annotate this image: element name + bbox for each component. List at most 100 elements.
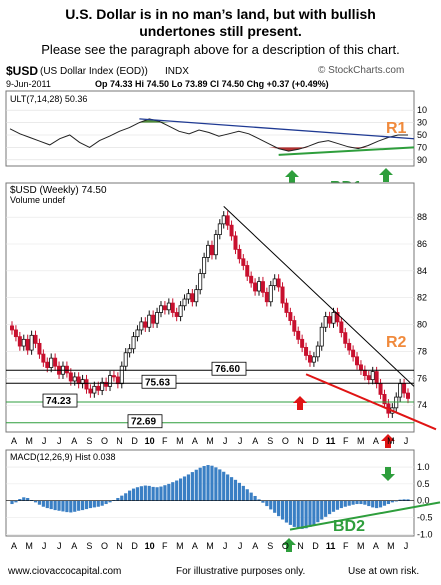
macd-hist-bar: [182, 476, 187, 501]
ult-tick-label: 30: [417, 118, 427, 128]
symbol-label: $USD: [6, 64, 39, 78]
macd-x-label: N: [116, 541, 123, 551]
price-candle: [304, 346, 309, 356]
macd-hist-bar: [280, 500, 285, 520]
macd-hist-bar: [253, 495, 257, 501]
chart-subtitle: Please see the paragraph above for a des…: [41, 42, 400, 57]
macd-x-label: A: [373, 541, 379, 551]
macd-hist-bar: [69, 500, 73, 513]
price-tick-label: 78: [417, 346, 427, 356]
macd-hist-bar: [277, 500, 281, 517]
price-candle: [178, 305, 183, 317]
macd-hist-bar: [116, 497, 120, 501]
macd-hist-bar: [202, 466, 206, 501]
stockcharts-brand: © StockCharts.com: [318, 65, 405, 76]
price-x-label: A: [373, 436, 379, 446]
price-candle: [100, 381, 105, 391]
macd-hist-bar: [359, 500, 363, 505]
macd-x-label: M: [387, 541, 395, 551]
macd-hist-bar: [363, 500, 367, 505]
price-candle: [347, 342, 352, 351]
price-candle: [343, 332, 348, 344]
price-candle: [323, 316, 328, 328]
price-candle: [111, 375, 116, 378]
macd-x-label: M: [206, 541, 214, 551]
macd-hist-bar: [269, 500, 273, 510]
price-candle: [276, 278, 281, 288]
macd-x-label: 11: [326, 541, 336, 551]
price-candle: [245, 265, 250, 277]
macd-hist-bar: [49, 500, 53, 510]
price-candle: [9, 325, 14, 331]
level-label-75-63-box: [141, 374, 177, 389]
price-candle: [21, 338, 26, 347]
macd-hist-bar: [80, 500, 85, 511]
price-candle: [319, 326, 324, 347]
price-x-label: S: [267, 436, 273, 446]
price-x-label: A: [252, 436, 258, 446]
price-x-label: S: [86, 436, 92, 446]
r1-label: R1: [386, 120, 407, 137]
price-candle: [53, 357, 58, 367]
price-candle: [213, 234, 218, 256]
macd-hist-bar: [355, 500, 359, 505]
price-candle: [233, 235, 238, 250]
price-candle: [202, 257, 207, 274]
price-candle: [272, 278, 277, 287]
price-candle: [327, 316, 332, 324]
price-x-label: O: [282, 436, 289, 446]
price-candle: [49, 357, 54, 368]
macd-hist-bar: [175, 480, 179, 501]
macd-hist-bar: [300, 500, 304, 529]
price-candle: [217, 223, 222, 236]
chart-title: U.S. Dollar is in no man’s land, but wit…: [0, 6, 441, 40]
price-candle: [355, 356, 360, 366]
price-candle: [170, 302, 175, 313]
macd-hist-bar: [273, 500, 277, 513]
macd-x-label: O: [282, 541, 289, 551]
macd-hist-bar: [53, 500, 57, 511]
macd-hist-bar: [73, 500, 77, 512]
macd-x-label: F: [343, 541, 349, 551]
price-candle: [72, 376, 77, 382]
ohlc-readout: Op 74.33 Hi 74.50 Lo 73.89 Cl 74.50 Chg …: [95, 79, 329, 89]
macd-x-label: O: [101, 541, 108, 551]
macd-x-label: J: [223, 541, 228, 551]
price-candle: [115, 376, 120, 385]
price-candle: [76, 376, 81, 385]
macd-hist-bar: [241, 485, 245, 501]
macd-hist-bar: [159, 486, 163, 501]
macd-hist-bar: [163, 485, 167, 501]
price-arrow-left: [293, 396, 307, 410]
price-x-label: M: [206, 436, 214, 446]
price-label: $USD (Weekly) 74.50: [10, 185, 107, 196]
macd-hist-bar: [284, 500, 289, 523]
price-candle: [135, 329, 140, 338]
macd-hist-bar: [210, 465, 214, 501]
price-candle: [221, 215, 226, 225]
price-candle: [64, 365, 69, 374]
price-candle: [194, 289, 199, 303]
macd-hist-bar: [135, 487, 140, 501]
price-candle: [166, 302, 171, 311]
price-x-label: 10: [145, 436, 155, 446]
macd-tick-label: 0.5: [417, 479, 430, 489]
price-x-label: M: [176, 436, 184, 446]
macd-hist-bar: [84, 500, 89, 510]
title-line-1: U.S. Dollar is in no man’s land, but wit…: [65, 6, 376, 22]
macd-hist-bar: [394, 500, 398, 502]
price-x-label: F: [162, 436, 168, 446]
macd-hist-bar: [378, 500, 383, 508]
macd-hist-bar: [143, 485, 147, 501]
bd2-label: BD2: [333, 518, 365, 535]
price-candle: [182, 298, 187, 307]
macd-hist-bar: [222, 471, 226, 501]
macd-hist-bar: [61, 500, 65, 512]
price-candle: [68, 372, 73, 382]
chart-canvas: ULT(7,14,28) 50.369070503010R1BD1$USD (W…: [5, 90, 441, 552]
price-candle: [307, 355, 312, 363]
level-label-75-63: 75.63: [145, 377, 170, 388]
macd-hist-bar: [131, 488, 136, 501]
macd-hist-bar: [312, 500, 316, 525]
price-candle: [296, 330, 301, 340]
